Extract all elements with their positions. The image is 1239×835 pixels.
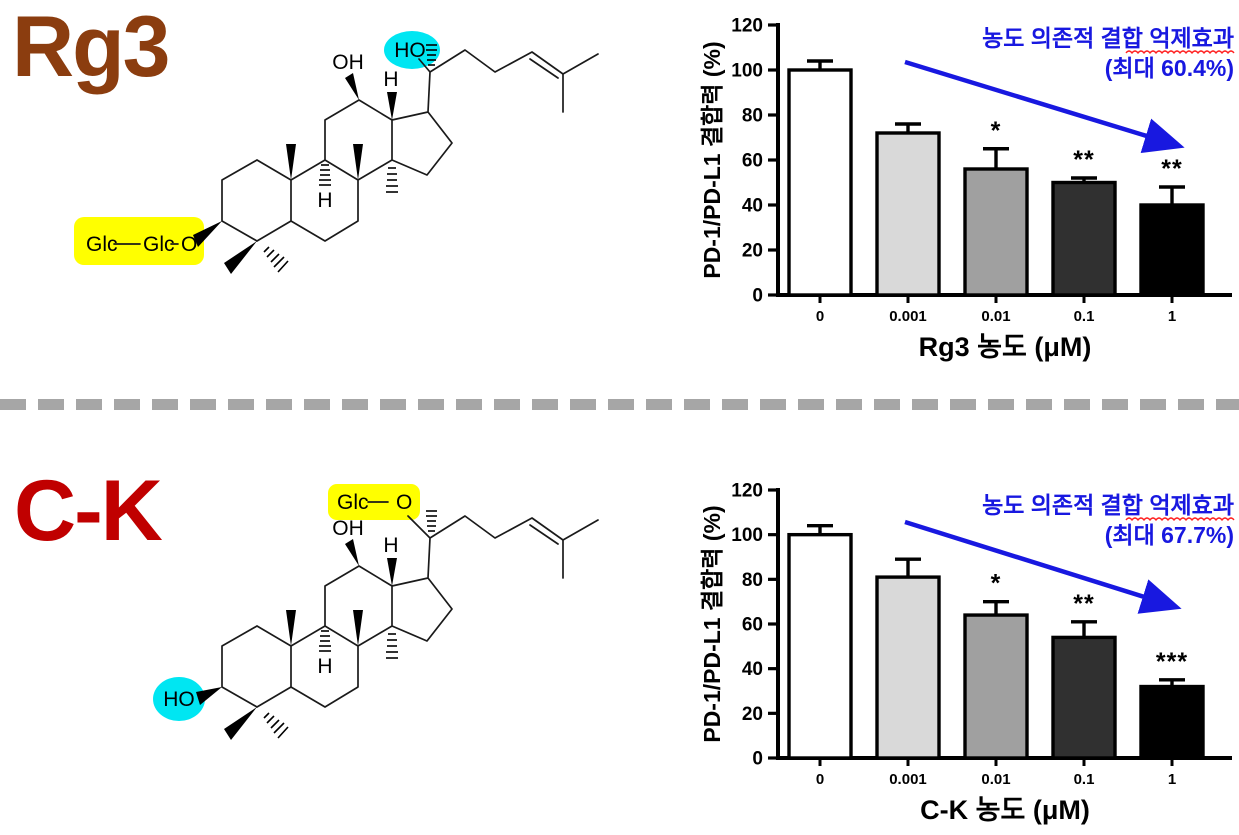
c9-h-label: H: [317, 655, 332, 678]
x-tick-label: 0.1: [1074, 771, 1095, 788]
significance-star-1: ***: [1156, 648, 1188, 676]
c3-ho-label: HO: [163, 688, 195, 711]
ck-structure-diagram: Glc O HO OH H H: [153, 484, 599, 740]
rg3-c20-hydroxyl-highlight: [384, 31, 440, 69]
trend-arrow: [904, 59, 1185, 153]
x-tick-label: 0: [816, 308, 824, 325]
bar-0: [787, 532, 853, 760]
x-tick-label: 1: [1168, 308, 1176, 325]
ring-skeleton: [221, 501, 599, 708]
y-tick-label: 40: [742, 659, 763, 680]
y-tick-label: 120: [731, 16, 763, 37]
y-tick-label: 0: [752, 286, 763, 307]
bar-0.1: [1051, 180, 1117, 297]
c20-ho-label: HO: [394, 39, 426, 62]
c12-oh-label: OH: [332, 517, 364, 540]
y-tick-label: 80: [742, 106, 763, 127]
o-label: O: [181, 233, 197, 256]
bar-0.01: [963, 613, 1029, 760]
y-tick-label: 60: [742, 151, 763, 172]
hashed-bonds: [263, 510, 437, 739]
glc2-label: Glc: [143, 233, 175, 256]
ck-c3-hydroxyl-highlight: [153, 677, 205, 721]
annotation-line2: (최대 60.4%): [1105, 55, 1234, 81]
y-tick-label: 20: [742, 704, 763, 725]
y-tick-label: 120: [731, 481, 763, 502]
x-tick-label: 0.01: [981, 308, 1010, 325]
x-tick-label: 1: [1168, 771, 1176, 788]
bar-0.001: [875, 131, 941, 297]
y-tick-label: 0: [752, 749, 763, 770]
spellcheck-wavy-underline: [1125, 50, 1235, 55]
y-tick-label: 80: [742, 570, 763, 591]
section-divider: [0, 399, 1239, 410]
significance-star-1: **: [1161, 155, 1182, 183]
c9-h-label: H: [317, 189, 332, 212]
annotation-line1: 농도 의존적 결합 억제효과: [982, 492, 1234, 518]
x-tick-label: 0.01: [981, 771, 1010, 788]
significance-star-0.01: *: [991, 117, 1002, 145]
bar-0.001: [875, 575, 941, 760]
significance-star-0.1: **: [1073, 146, 1094, 174]
bar-1: [1139, 684, 1205, 760]
ck-bar-chart: 0 20 40 60 80 100 120 0 0.001 * 0.01 ** 0.1 *** 1 C-K 농…: [699, 481, 1235, 825]
y-tick-label: 100: [731, 61, 763, 82]
significance-star-0.01: *: [991, 570, 1002, 598]
rg3-sugar-highlight: [74, 217, 204, 265]
bar-1: [1139, 203, 1205, 297]
wedge-bonds: [193, 73, 397, 274]
annotation-line2: (최대 67.7%): [1105, 522, 1234, 548]
c13-h-label: H: [383, 68, 398, 91]
c13-h-label: H: [383, 534, 398, 557]
glc1-label: Glc: [86, 233, 118, 256]
x-tick-label: 0.001: [889, 771, 927, 788]
bar-0.1: [1051, 635, 1117, 760]
spellcheck-wavy-underline: [1125, 517, 1235, 522]
hashed-bonds: [263, 44, 437, 273]
c12-oh-label: OH: [332, 51, 364, 74]
wedge-bonds: [196, 539, 397, 740]
compound-label-ck: C-K: [14, 463, 163, 559]
bar-0.01: [963, 167, 1029, 297]
rg3-bar-chart: 0 20 40 60 80 100 120 0 0.001 * 0.01 ** 0.1 ** 1 Rg3 농도…: [699, 16, 1235, 362]
glc-label: Glc: [337, 491, 369, 514]
o-label: O: [396, 491, 412, 514]
x-axis-title: C-K 농도 (μM): [920, 795, 1090, 825]
y-tick-label: 60: [742, 615, 763, 636]
x-axis-title: Rg3 농도 (μM): [919, 332, 1092, 362]
rg3-structure-diagram: Glc Glc O HO OH H H: [74, 31, 599, 274]
y-tick-label: 100: [731, 525, 763, 546]
x-tick-label: 0.001: [889, 308, 927, 325]
y-axis-title: PD-1/PD-L1 결합력 (%): [699, 41, 725, 278]
annotation-line1: 농도 의존적 결합 억제효과: [982, 25, 1234, 51]
x-tick-label: 0: [816, 771, 824, 788]
bar-0: [787, 68, 853, 297]
compound-label-rg3: Rg3: [12, 0, 170, 95]
y-tick-label: 20: [742, 241, 763, 262]
trend-arrow: [904, 519, 1182, 614]
y-axis-title: PD-1/PD-L1 결합력 (%): [699, 505, 725, 742]
significance-star-0.1: **: [1073, 590, 1094, 618]
x-tick-label: 0.1: [1074, 308, 1095, 325]
y-tick-label: 40: [742, 196, 763, 217]
